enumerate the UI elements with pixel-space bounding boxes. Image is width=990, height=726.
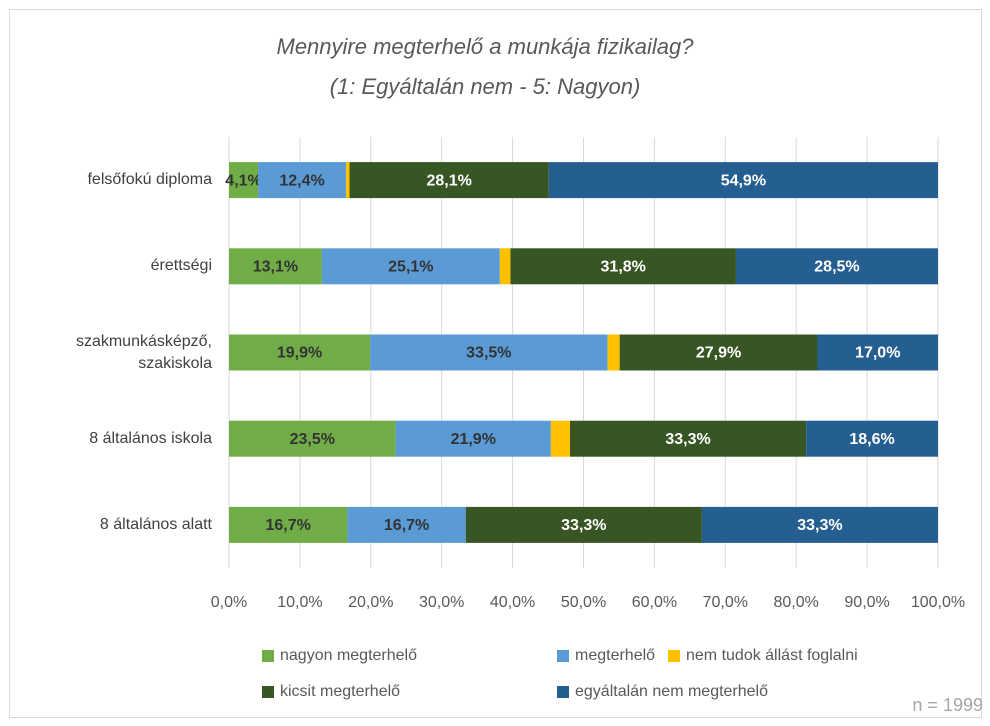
bar-segment (229, 162, 259, 199)
data-label: 16,7% (266, 517, 311, 534)
data-label: 23,5% (290, 431, 335, 448)
data-label: 31,8% (601, 259, 646, 276)
legend-swatch (557, 650, 569, 662)
bar-segment (817, 334, 938, 371)
data-label: 21,9% (451, 431, 496, 448)
bar-segment (395, 420, 551, 457)
x-tick-label: 70,0% (703, 594, 748, 611)
legend-swatch (557, 686, 569, 698)
chart-subtitle: (1: Egyáltalán nem - 5: Nagyon) (330, 74, 641, 99)
data-label: 16,7% (384, 517, 429, 534)
bar-segment (347, 506, 466, 543)
bar-segment (229, 420, 396, 457)
bar-segment (735, 248, 938, 285)
bar-segment (345, 162, 350, 199)
bar-segment (510, 248, 736, 285)
annotation: n = 1999 (912, 695, 983, 715)
bar-segment (701, 506, 938, 543)
bar-segment (229, 506, 348, 543)
bar-segment (258, 162, 346, 199)
legend-label: egyáltalán nem megterhelő (575, 683, 768, 700)
category-label: szakmunkásképző, szakiskola (75, 332, 212, 372)
legend-label: kicsit megterhelő (280, 683, 400, 700)
bar-segment (806, 420, 938, 457)
bar-segment (570, 420, 807, 457)
x-tick-label: 80,0% (774, 594, 819, 611)
bar-segment (229, 248, 322, 285)
data-label: 19,9% (277, 345, 322, 362)
category-label: érettségi (150, 257, 212, 275)
bar-segment (321, 248, 500, 285)
bar-segment (370, 334, 608, 371)
bar-segment (619, 334, 818, 371)
bar-segment (229, 334, 371, 371)
legend-swatch (668, 650, 680, 662)
bar-segment (607, 334, 620, 371)
x-tick-label: 100,0% (911, 594, 965, 611)
data-label: 33,5% (466, 345, 511, 362)
x-tick-label: 0,0% (211, 594, 247, 611)
data-label: 18,6% (849, 431, 894, 448)
data-label: 28,1% (426, 172, 471, 189)
legend-swatch (262, 686, 274, 698)
x-tick-label: 90,0% (844, 594, 889, 611)
category-label: 8 általános iskola (89, 429, 212, 447)
x-tick-label: 50,0% (561, 594, 606, 611)
data-label: 33,3% (561, 517, 606, 534)
data-label: 12,4% (279, 172, 324, 189)
data-label: 27,9% (696, 345, 741, 362)
chart-title: Mennyire megterhelő a munkája fizikailag… (277, 34, 695, 59)
bar-segment (499, 248, 511, 285)
data-label: 33,3% (797, 517, 842, 534)
bar-segment (550, 420, 571, 457)
x-tick-label: 20,0% (348, 594, 393, 611)
x-tick-label: 40,0% (490, 594, 535, 611)
x-tick-label: 60,0% (632, 594, 677, 611)
x-tick-label: 10,0% (277, 594, 322, 611)
data-label: 4,1% (225, 172, 261, 189)
legend-swatch (262, 650, 274, 662)
legend-label: nagyon megterhelő (280, 647, 417, 664)
x-tick-label: 30,0% (419, 594, 464, 611)
data-label: 33,3% (665, 431, 710, 448)
category-label: 8 általános alatt (99, 515, 212, 533)
bar-segment (349, 162, 549, 199)
data-label: 25,1% (388, 259, 433, 276)
bar-segment (548, 162, 938, 199)
legend-label: nem tudok állást foglalni (686, 647, 858, 664)
category-label: felsőfokú diploma (87, 171, 212, 189)
data-label: 13,1% (253, 259, 298, 276)
legend-label: megterhelő (575, 647, 655, 664)
data-label: 28,5% (814, 259, 859, 276)
data-label: 54,9% (721, 172, 766, 189)
bar-segment (465, 506, 702, 543)
data-label: 17,0% (855, 345, 900, 362)
